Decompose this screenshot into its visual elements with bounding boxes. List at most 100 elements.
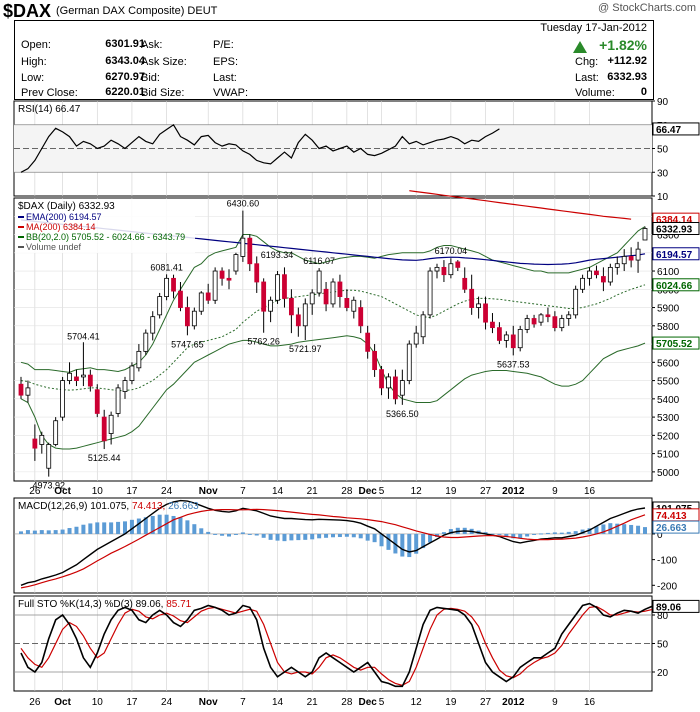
sto-title: Full STO %K(14,3) %D(3) 89.06, 85.71 [18, 599, 192, 610]
macd-histogram-bar [629, 524, 634, 534]
x-axis-bottom-label: 28 [341, 697, 353, 708]
signal-tag: 74.413 [656, 511, 687, 522]
x-axis-price-label: 12 [411, 486, 423, 497]
macd-histogram-bar [81, 524, 86, 534]
candle [205, 292, 211, 301]
bid-label: Bid: [141, 72, 160, 84]
candle [316, 270, 322, 294]
candle [275, 274, 280, 301]
candle [601, 276, 606, 283]
price-annotation: 6170.04 [435, 246, 468, 256]
open-label: Open: [21, 39, 51, 51]
rsi-ytick: 50 [657, 145, 669, 156]
watermark: @ StockCharts.com [598, 2, 696, 14]
macd-ytick: -100 [657, 556, 677, 567]
macd-histogram-bar [25, 530, 30, 534]
candle [552, 316, 558, 329]
x-axis-bottom-label: 2012 [502, 697, 525, 708]
candle [268, 299, 274, 312]
macd-histogram-bar [559, 532, 564, 534]
price-annotation: 5762.26 [247, 337, 280, 347]
macd-histogram-bar [518, 533, 523, 539]
macd-histogram-bar [275, 533, 280, 541]
candle [476, 303, 482, 308]
macd-histogram-bar [622, 524, 627, 534]
x-axis-price-label: 27 [480, 486, 492, 497]
candle [233, 254, 239, 272]
candle [295, 314, 301, 327]
candle [351, 299, 357, 312]
price-ytick: 6100 [657, 267, 680, 278]
macd-histogram-bar [580, 529, 585, 534]
macd-histogram-bar [414, 533, 419, 554]
ask-size-label: Ask Size: [141, 56, 187, 68]
x-axis-price-label: 21 [307, 486, 319, 497]
macd-histogram-bar [525, 533, 530, 537]
x-axis-bottom-label: 19 [445, 697, 457, 708]
candle [282, 274, 287, 299]
vwap-label: VWAP: [213, 87, 249, 99]
macd-histogram-bar [289, 533, 294, 541]
candle [413, 332, 419, 345]
price-ytick: 5900 [657, 304, 680, 315]
rsi-current-tag-box [652, 122, 700, 136]
macd-histogram-bar [268, 533, 273, 540]
legend-swatch [18, 226, 24, 228]
candle [136, 350, 142, 369]
macd-histogram-bar [157, 514, 162, 534]
x-axis-bottom-label: 10 [92, 697, 104, 708]
macd-histogram-bar [511, 533, 516, 539]
x-axis-bottom-label: 9 [552, 697, 558, 708]
price-ytick: 5200 [657, 431, 680, 442]
price-right-tag: 5705.52 [656, 339, 693, 350]
macd-histogram-bar [372, 533, 377, 543]
macd-histogram-bar [539, 533, 543, 535]
macd-histogram-bar [483, 532, 488, 534]
pe-label: P/E: [213, 39, 234, 51]
x-axis-bottom-label: 27 [480, 697, 492, 708]
candle [607, 266, 613, 283]
candle [240, 237, 246, 257]
macd-panel-frame [13, 497, 653, 594]
macd-histogram-bar [67, 528, 72, 534]
candle [427, 270, 433, 316]
macd-histogram-bar [344, 533, 349, 537]
candle [74, 376, 79, 381]
macd-histogram-bar [206, 531, 211, 534]
x-axis-bottom-label: Dec [358, 697, 377, 708]
macd-histogram-bar [441, 532, 446, 534]
sto-d-line [20, 605, 653, 686]
macd-histogram-bar [407, 533, 412, 558]
x-axis-price-label: Dec [358, 486, 377, 497]
macd-histogram-bar [19, 531, 23, 534]
price-annotation: 6116.07 [303, 256, 335, 266]
candle [573, 288, 579, 316]
macd-histogram-bar [448, 529, 453, 534]
sto-ytick: 20 [657, 668, 669, 679]
candle [87, 374, 93, 387]
macd-histogram-bar [573, 531, 578, 534]
price-annotation: 5366.50 [386, 409, 419, 419]
macd-histogram-bar [358, 533, 363, 539]
hist-tag: 26.663 [656, 523, 687, 534]
rsi-title: RSI(14) 66.47 [18, 104, 81, 115]
candle [323, 288, 329, 305]
candle [164, 277, 170, 297]
price-right-tag-box [652, 247, 700, 261]
macd-histogram-bar [74, 526, 79, 534]
low-value: 6270.97 [105, 71, 145, 83]
rsi-line [20, 123, 500, 173]
hist-tag-box [652, 520, 700, 534]
rsi-ytick: 90 [657, 97, 669, 108]
x-axis-price-label: 28 [341, 486, 353, 497]
candle [32, 438, 38, 449]
rsi-ytick: 10 [657, 192, 669, 203]
candle [517, 329, 523, 349]
price-annotation: 5747.65 [171, 339, 204, 349]
candle [628, 256, 634, 261]
macd-histogram-bar [185, 520, 190, 534]
x-axis-bottom-label: Nov [199, 697, 218, 708]
candle [448, 263, 454, 276]
candle [171, 277, 176, 292]
price-right-tag: 6332.93 [656, 225, 693, 236]
